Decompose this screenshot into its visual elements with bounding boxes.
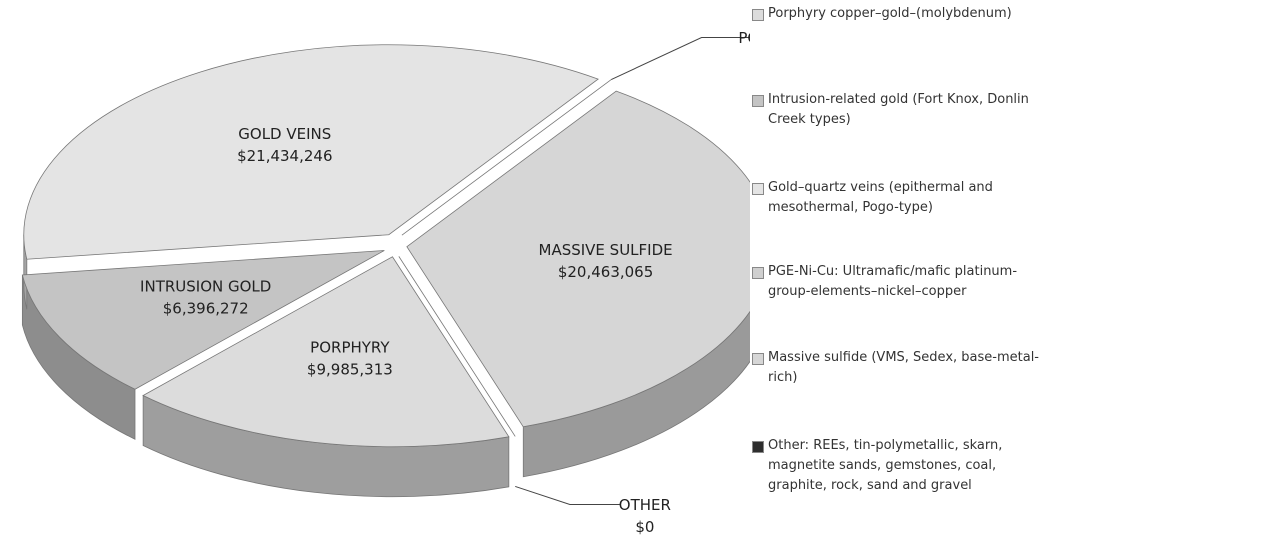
legend-swatch — [752, 441, 764, 453]
leader-line — [611, 37, 750, 80]
legend-label: Other: REEs, tin-polymetallic, skarn, ma… — [768, 438, 1003, 493]
slice-label: INTRUSION GOLD — [140, 278, 271, 296]
pie-chart: PGE-Ni-Cu $0 MASSIVE SULFIDE $20,463,065 OTH… — [21, 29, 750, 536]
legend-swatch — [752, 353, 764, 365]
slice-label: PORPHYRY — [310, 338, 390, 356]
slice — [401, 79, 612, 236]
slice — [398, 256, 516, 437]
value-label: $21,434,246 — [237, 147, 332, 165]
legend-label: PGE-Ni-Cu: Ultramafic/mafic platinum-gro… — [768, 264, 1018, 299]
legend-item: Other: REEs, tin-polymetallic, skarn, ma… — [752, 436, 1052, 496]
legend-label: Porphyry copper–gold–(molybdenum) — [768, 6, 1012, 21]
value-label: $6,396,272 — [163, 300, 249, 318]
slice — [142, 256, 510, 448]
slice — [406, 90, 750, 428]
slice — [21, 250, 385, 390]
slice — [23, 44, 599, 260]
legend-item: Massive sulfide (VMS, Sedex, base-metal-… — [752, 348, 1052, 388]
legend-item: Porphyry copper–gold–(molybdenum) — [752, 4, 1052, 24]
leader-line — [515, 485, 620, 505]
tops — [21, 44, 750, 448]
legend-item: PGE-Ni-Cu: Ultramafic/mafic platinum-gro… — [752, 262, 1052, 302]
legend-item: Gold–quartz veins (epithermal and mesoth… — [752, 178, 1052, 218]
value-label: $0 — [635, 518, 654, 536]
legend-swatch — [752, 183, 764, 195]
value-label: $9,985,313 — [307, 360, 393, 378]
slice-label: OTHER — [619, 496, 671, 514]
slice-label: MASSIVE SULFIDE — [539, 241, 673, 259]
legend-item: Intrusion-related gold (Fort Knox, Donli… — [752, 90, 1052, 130]
legend-label: Intrusion-related gold (Fort Knox, Donli… — [768, 92, 1029, 127]
legend-label: Massive sulfide (VMS, Sedex, base-metal-… — [768, 350, 1039, 385]
slice-label: PGE-Ni-Cu — [738, 29, 750, 47]
legend-swatch — [752, 267, 764, 279]
legend-swatch — [752, 9, 764, 21]
labels: PGE-Ni-Cu $0 MASSIVE SULFIDE $20,463,065 OTH… — [140, 29, 750, 536]
value-label: $20,463,065 — [558, 263, 653, 281]
legend-label: Gold–quartz veins (epithermal and mesoth… — [768, 180, 993, 215]
sides — [21, 234, 750, 498]
legend-swatch — [752, 95, 764, 107]
slice-label: GOLD VEINS — [238, 125, 331, 143]
